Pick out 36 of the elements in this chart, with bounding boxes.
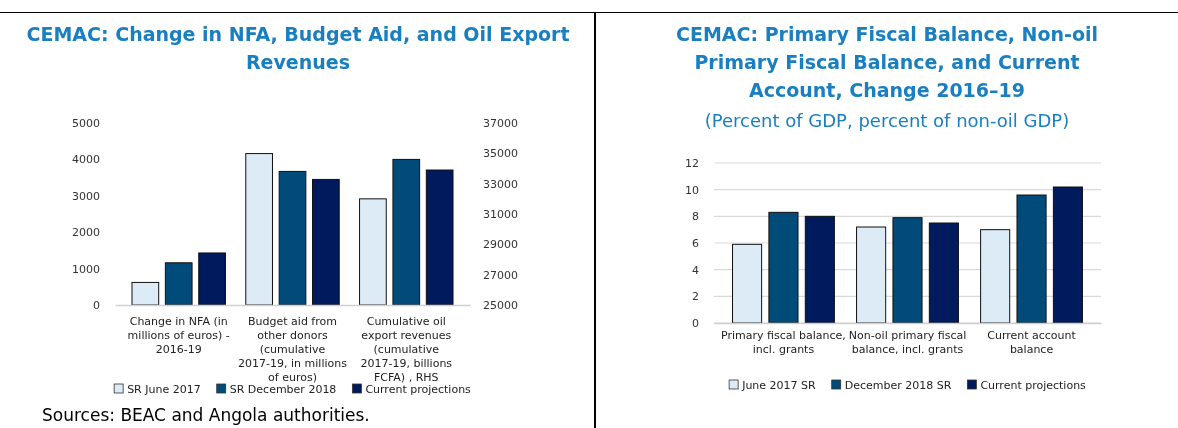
- legend-label: June 2017 SR: [741, 379, 817, 392]
- chart-subtitle: (Percent of GDP, percent of non-oil GDP): [704, 110, 1070, 131]
- x-tick-label: Primary fiscal balance, incl. grants: [721, 329, 846, 356]
- y-tick-label: 0: [93, 299, 100, 313]
- y-tick-label: 4000: [72, 153, 100, 167]
- y-tick-label: 12: [685, 157, 699, 171]
- x-tick-label: Current account balance: [987, 329, 1077, 356]
- y-tick-label: 8: [692, 210, 699, 224]
- y-tick-label: 0: [692, 317, 699, 331]
- y-tick-label: 2000: [72, 226, 100, 240]
- source-note: Sources: BEAC and Angola authorities.: [42, 405, 370, 425]
- y-tick-label: 1000: [72, 262, 100, 276]
- chart-title: CEMAC: Change in NFA, Budget Aid, and Oil Export Revenues: [26, 23, 570, 73]
- x-tick-label: Non-oil primary fiscal balance, incl. grants: [848, 329, 967, 356]
- legend-label: December 2018 SR: [844, 379, 952, 392]
- y-tick-label: 6: [692, 237, 699, 251]
- y2-tick-label: 35000: [483, 147, 518, 161]
- legend-label: Current projections: [365, 383, 472, 396]
- chart-title: CEMAC: Primary Fiscal Balance, Non-oil Primary Fiscal Balance, and Current Account, Change 2016–19: [675, 23, 1099, 101]
- x-tick-label: Change in NFA (in millions of euros) - 2016-19: [127, 315, 230, 356]
- x-tick-label: Budget aid from other donors (cumulative 2017-19, in millions of euros): [238, 315, 348, 384]
- y2-tick-label: 33000: [483, 177, 518, 191]
- x-tick-label: Cumulative oil export revenues (cumulative 2017-19, billions FCFA) , RHS: [360, 315, 453, 384]
- y-tick-label: 5000: [72, 117, 100, 131]
- y2-tick-label: 37000: [483, 117, 518, 131]
- legend-label: SR June 2017: [127, 383, 201, 396]
- y2-tick-label: 27000: [483, 268, 518, 282]
- y2-tick-label: 25000: [483, 299, 518, 313]
- y2-tick-label: 31000: [483, 208, 518, 222]
- y-tick-label: 10: [685, 183, 699, 197]
- y2-tick-label: 29000: [483, 238, 518, 252]
- y-tick-label: 3000: [72, 189, 100, 203]
- legend-label: Current projections: [980, 379, 1087, 392]
- legend-label: SR December 2018: [229, 383, 337, 396]
- y-tick-label: 4: [692, 263, 699, 277]
- y-tick-label: 2: [692, 290, 699, 304]
